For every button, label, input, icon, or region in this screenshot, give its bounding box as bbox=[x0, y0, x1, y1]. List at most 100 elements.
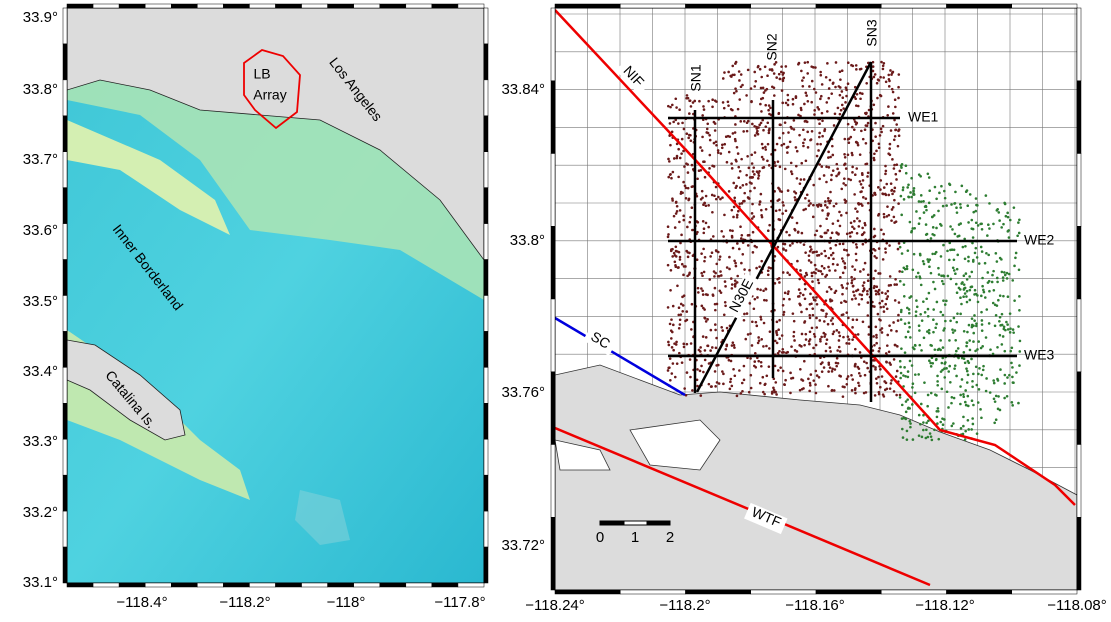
station bbox=[901, 428, 904, 431]
station bbox=[775, 330, 778, 333]
station bbox=[929, 432, 932, 435]
station bbox=[949, 381, 952, 384]
y-tick-label: 33.5° bbox=[23, 293, 58, 310]
station bbox=[922, 260, 925, 263]
station bbox=[798, 134, 801, 137]
station bbox=[843, 249, 846, 252]
station bbox=[831, 370, 834, 373]
station bbox=[824, 275, 827, 278]
station bbox=[918, 173, 921, 176]
station bbox=[828, 286, 831, 289]
station bbox=[723, 214, 726, 217]
station bbox=[672, 362, 675, 365]
station bbox=[943, 367, 946, 370]
station bbox=[814, 272, 817, 275]
station bbox=[670, 269, 673, 272]
station bbox=[882, 68, 885, 71]
station bbox=[756, 130, 759, 133]
station bbox=[669, 323, 672, 326]
station bbox=[750, 387, 753, 390]
station bbox=[886, 295, 889, 298]
station bbox=[686, 371, 689, 374]
station bbox=[951, 228, 954, 231]
station bbox=[1015, 252, 1018, 255]
station bbox=[936, 416, 939, 419]
station bbox=[859, 375, 862, 378]
station bbox=[686, 132, 689, 135]
station bbox=[891, 208, 894, 211]
frame-bar bbox=[484, 116, 488, 152]
station bbox=[954, 364, 957, 367]
station bbox=[811, 327, 814, 330]
station bbox=[793, 320, 796, 323]
station bbox=[823, 320, 826, 323]
station bbox=[680, 234, 683, 237]
station bbox=[793, 331, 796, 334]
station bbox=[918, 329, 921, 332]
station bbox=[863, 222, 866, 225]
profile-label: WE3 bbox=[1024, 347, 1055, 363]
station bbox=[800, 345, 803, 348]
station bbox=[821, 370, 824, 373]
station bbox=[766, 159, 769, 162]
station bbox=[915, 276, 918, 279]
station bbox=[785, 209, 788, 212]
station bbox=[677, 122, 680, 125]
station bbox=[930, 237, 933, 240]
station bbox=[804, 61, 807, 64]
station bbox=[947, 275, 950, 278]
station bbox=[829, 346, 832, 349]
station bbox=[966, 204, 969, 207]
frame-bar bbox=[63, 260, 67, 296]
station bbox=[892, 321, 895, 324]
station bbox=[886, 205, 889, 208]
station bbox=[795, 96, 798, 99]
station bbox=[823, 130, 826, 133]
station bbox=[812, 184, 815, 187]
station bbox=[885, 361, 888, 364]
station bbox=[696, 177, 699, 180]
frame-bar bbox=[484, 44, 488, 80]
frame-bar bbox=[1077, 81, 1081, 154]
station bbox=[691, 389, 694, 392]
frame-bar bbox=[555, 590, 620, 594]
station bbox=[754, 134, 757, 137]
station bbox=[700, 365, 703, 368]
station bbox=[859, 153, 862, 156]
frame-bar bbox=[63, 152, 67, 188]
station bbox=[859, 270, 862, 273]
station bbox=[819, 71, 822, 74]
station bbox=[824, 232, 827, 235]
station bbox=[925, 428, 928, 431]
station bbox=[739, 170, 742, 173]
station bbox=[760, 193, 763, 196]
station bbox=[948, 259, 951, 262]
station bbox=[909, 426, 912, 429]
station bbox=[678, 327, 681, 330]
station bbox=[831, 299, 834, 302]
station bbox=[908, 420, 911, 423]
station bbox=[966, 341, 969, 344]
station bbox=[866, 175, 869, 178]
station bbox=[736, 146, 739, 149]
station bbox=[955, 206, 958, 209]
station bbox=[760, 209, 763, 212]
station bbox=[953, 317, 956, 320]
frame-bar bbox=[1012, 590, 1077, 594]
station bbox=[900, 347, 903, 350]
station bbox=[942, 329, 945, 332]
frame-bar bbox=[484, 152, 488, 188]
station bbox=[972, 340, 975, 343]
frame-bar bbox=[484, 511, 488, 547]
station bbox=[811, 130, 814, 133]
frame-bar bbox=[881, 590, 946, 594]
station bbox=[909, 221, 912, 224]
station bbox=[820, 95, 823, 98]
station bbox=[738, 248, 741, 251]
station bbox=[985, 390, 988, 393]
station bbox=[902, 186, 905, 189]
station bbox=[803, 138, 806, 141]
station bbox=[701, 136, 704, 139]
station bbox=[883, 310, 886, 313]
station bbox=[879, 179, 882, 182]
